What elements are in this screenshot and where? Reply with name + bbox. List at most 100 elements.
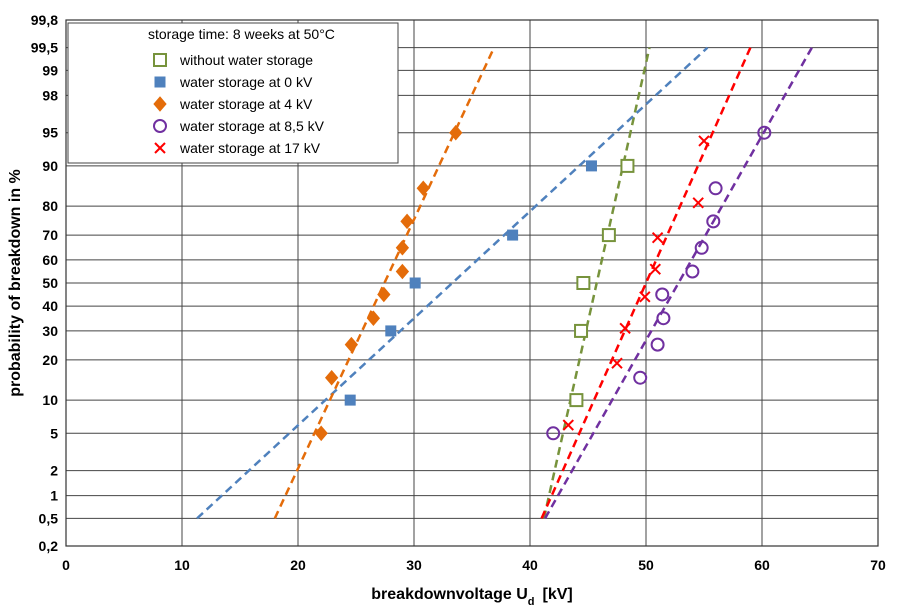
legend-marker-0 (153, 53, 167, 67)
data-point-series-2 (344, 336, 359, 353)
fit-line-series-4 (540, 47, 752, 519)
plot-frame (65, 19, 879, 547)
y-tick-label: 0,5 (39, 510, 59, 526)
axis-titles: breakdownvoltage Ud [kV] probability of br… (7, 169, 573, 606)
legend-marker-3 (153, 119, 167, 133)
data-point-series-4 (649, 263, 661, 275)
tick-labels: 0 10 20 30 40 50 60 70 0,2 0,5 1 2 5 10 20 30 40 50 60 70 80… (31, 12, 886, 573)
data-point-series-1 (585, 160, 597, 172)
cross-stroke (692, 197, 704, 209)
data-markers (314, 124, 772, 442)
data-point-series-3 (685, 264, 700, 279)
cross-stroke (651, 231, 664, 244)
data-point-series-4 (692, 197, 704, 209)
data-point-series-3 (656, 311, 671, 326)
y-tick-label: 99 (42, 62, 58, 78)
legend-label-4: water storage at 17 kV (179, 140, 321, 156)
cross-stroke (639, 291, 651, 303)
cross-stroke (619, 322, 631, 335)
x-tick-label: 0 (62, 557, 70, 573)
y-tick-label: 30 (42, 323, 58, 339)
y-tick-label: 60 (42, 252, 58, 268)
data-point-series-1 (344, 394, 356, 406)
x-tick-label: 30 (406, 557, 422, 573)
data-point-series-3 (633, 370, 648, 385)
grid (65, 19, 879, 547)
y-tick-label: 5 (50, 425, 58, 441)
data-point-series-2 (395, 240, 410, 256)
fit-line-series-0 (542, 47, 651, 519)
data-point-series-4 (562, 419, 574, 431)
data-point-series-0 (620, 158, 635, 173)
x-tick-label: 20 (290, 557, 306, 573)
data-point-series-4 (651, 231, 664, 244)
legend-title: storage time: 8 weeks at 50°C (148, 26, 335, 42)
x-axis-title: breakdownvoltage Ud [kV] (371, 586, 572, 606)
y-tick-label: 99,5 (31, 40, 58, 56)
y-tick-label: 50 (42, 275, 58, 291)
cross-stroke (154, 142, 166, 154)
legend-label-1: water storage at 0 kV (179, 74, 313, 90)
data-point-series-2 (416, 180, 430, 197)
data-point-series-2 (449, 124, 463, 141)
data-point-series-1 (507, 229, 519, 241)
cross-stroke (611, 357, 623, 369)
cross-stroke (698, 135, 710, 147)
data-point-series-3 (708, 181, 723, 196)
data-point-series-3 (650, 337, 665, 352)
data-point-series-0 (576, 276, 591, 290)
legend-marker-1 (154, 76, 166, 88)
legend: storage time: 8 weeks at 50°C without wat… (67, 22, 399, 164)
y-tick-label: 90 (42, 158, 58, 174)
y-tick-label: 40 (42, 298, 58, 314)
fit-line-series-2 (273, 47, 496, 519)
x-tick-label: 10 (174, 557, 190, 573)
legend-label-2: water storage at 4 kV (179, 96, 313, 112)
data-point-series-3 (706, 214, 721, 229)
x-tick-label: 50 (638, 557, 654, 573)
data-point-series-2 (395, 263, 410, 280)
data-point-series-4 (611, 357, 623, 369)
data-point-series-4 (639, 291, 651, 303)
data-point-series-3 (757, 125, 772, 140)
x-tick-label: 70 (870, 557, 886, 573)
data-point-series-3 (694, 240, 709, 255)
y-tick-label: 20 (42, 352, 58, 368)
fit-line-series-1 (196, 46, 709, 520)
x-tick-label: 60 (754, 557, 770, 573)
data-point-series-4 (619, 322, 631, 335)
data-point-series-2 (314, 425, 328, 442)
fit-lines (196, 46, 813, 520)
cross-stroke (562, 419, 574, 431)
y-tick-label: 2 (50, 463, 58, 479)
legend-box (67, 22, 399, 164)
data-point-series-1 (409, 277, 421, 289)
y-axis-title: probability of breakdown in % (7, 169, 24, 397)
data-point-series-2 (377, 286, 391, 303)
y-tick-label: 95 (42, 125, 58, 141)
legend-label-0: without water storage (179, 52, 313, 68)
data-point-series-2 (366, 310, 381, 326)
y-tick-label: 10 (42, 392, 58, 408)
data-point-series-0 (601, 228, 616, 243)
y-tick-label: 1 (50, 488, 58, 504)
data-point-series-2 (324, 369, 339, 386)
y-tick-label: 70 (42, 227, 58, 243)
y-tick-label: 80 (42, 198, 58, 214)
data-point-series-1 (385, 325, 397, 337)
data-point-series-0 (569, 393, 584, 408)
y-tick-label: 99,8 (31, 12, 58, 28)
y-tick-label: 98 (42, 87, 58, 103)
data-point-series-4 (698, 135, 710, 147)
data-point-series-2 (400, 213, 414, 230)
legend-label-3: water storage at 8,5 kV (179, 118, 325, 134)
data-point-series-3 (655, 287, 670, 302)
y-tick-label: 0,2 (39, 538, 59, 554)
cross-stroke (649, 263, 661, 275)
legend-marker-4 (154, 142, 166, 154)
x-tick-label: 40 (522, 557, 538, 573)
data-point-series-0 (574, 323, 589, 338)
legend-marker-2 (153, 96, 167, 112)
